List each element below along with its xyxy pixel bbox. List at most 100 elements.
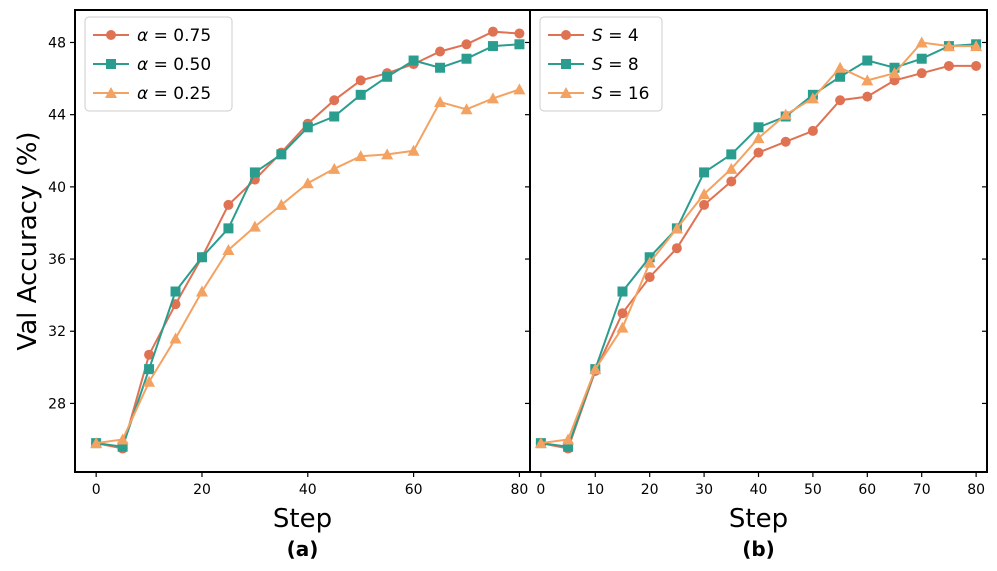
data-point [643, 256, 656, 268]
y-tick-label: 44 [48, 108, 66, 124]
panel-caption: (b) [742, 537, 775, 561]
data-point [513, 83, 526, 95]
data-point [699, 167, 710, 178]
data-point [698, 188, 711, 200]
legend-var: α [137, 84, 148, 104]
data-point [670, 222, 683, 234]
data-point [971, 60, 982, 71]
legend-var: α [137, 26, 148, 46]
data-point [435, 46, 446, 57]
data-point [617, 308, 628, 319]
data-point [807, 125, 818, 136]
legend-val: 0.50 [173, 55, 211, 75]
data-point [915, 36, 928, 48]
legend-label: α = 0.50 [137, 55, 211, 75]
legend-marker [561, 59, 571, 69]
x-tick-label: 40 [750, 482, 768, 498]
x-tick-label: 50 [804, 482, 822, 498]
legend-marker [106, 59, 116, 69]
data-point [276, 149, 287, 160]
data-point [434, 96, 447, 108]
legend-var: S [592, 84, 603, 104]
legend-val: 0.75 [173, 26, 211, 46]
data-point [381, 148, 394, 160]
data-point [117, 441, 128, 452]
data-point [834, 61, 847, 73]
data-point [329, 111, 340, 122]
data-point [514, 28, 525, 39]
data-point [170, 286, 181, 297]
series-line-3 [96, 88, 520, 445]
legend-eq: = [148, 26, 173, 46]
data-point [862, 55, 873, 66]
data-point [725, 162, 738, 174]
legend-box [84, 16, 233, 112]
legend-label: S = 16 [592, 84, 650, 104]
legend-eq: = [148, 55, 173, 75]
legend-val: 8 [628, 55, 639, 75]
x-axis-title: Step [729, 504, 788, 534]
legend-label: α = 0.25 [137, 84, 211, 104]
legend-val: 4 [628, 26, 639, 46]
data-point [562, 433, 575, 445]
legend: S = 4 S = 8 S = 16 [539, 16, 663, 112]
x-tick-label: 80 [511, 482, 529, 498]
legend-marker [560, 87, 572, 98]
x-tick-label: 70 [913, 482, 931, 498]
x-axis-title: Step [273, 504, 332, 534]
data-point [486, 92, 499, 104]
legend-label: S = 4 [592, 26, 639, 46]
plot-frame [529, 9, 988, 473]
data-point [753, 147, 764, 158]
data-point [514, 39, 525, 50]
data-point [144, 364, 155, 375]
data-point [888, 67, 901, 79]
legend-var: α [137, 55, 148, 75]
x-tick-label: 20 [193, 482, 211, 498]
data-point [222, 244, 235, 256]
data-point [862, 91, 873, 102]
data-point [275, 198, 288, 210]
data-point [726, 149, 737, 160]
data-point [90, 437, 103, 449]
x-tick-label: 0 [92, 482, 101, 498]
y-tick-label: 36 [48, 252, 66, 268]
data-point [563, 441, 574, 452]
data-point [779, 108, 792, 120]
y-tick-label: 32 [48, 324, 66, 340]
legend-box [539, 16, 663, 112]
legend-eq: = [603, 55, 628, 75]
data-point [726, 176, 737, 187]
data-point [835, 71, 846, 82]
panel-caption: (a) [287, 537, 319, 561]
data-point [616, 321, 629, 333]
data-point [487, 26, 498, 37]
legend-val: 16 [628, 84, 650, 104]
data-point [861, 74, 874, 86]
data-point [355, 75, 366, 86]
data-point [407, 144, 420, 156]
legend-eq: = [603, 26, 628, 46]
data-point [248, 220, 261, 232]
data-point [196, 252, 207, 263]
data-point [223, 223, 234, 234]
data-point [144, 349, 155, 360]
legend-marker [561, 30, 571, 40]
data-point [699, 199, 710, 210]
legend-val: 0.25 [173, 84, 211, 104]
x-tick-label: 10 [586, 482, 604, 498]
data-point [589, 363, 602, 375]
data-point [408, 55, 419, 66]
data-point [943, 60, 954, 71]
x-tick-label: 30 [695, 482, 713, 498]
data-point [916, 53, 927, 64]
data-point [116, 433, 129, 445]
legend-marker [106, 30, 116, 40]
data-point [970, 40, 983, 52]
x-tick-label: 20 [641, 482, 659, 498]
data-point [461, 39, 472, 50]
data-point [195, 285, 208, 297]
